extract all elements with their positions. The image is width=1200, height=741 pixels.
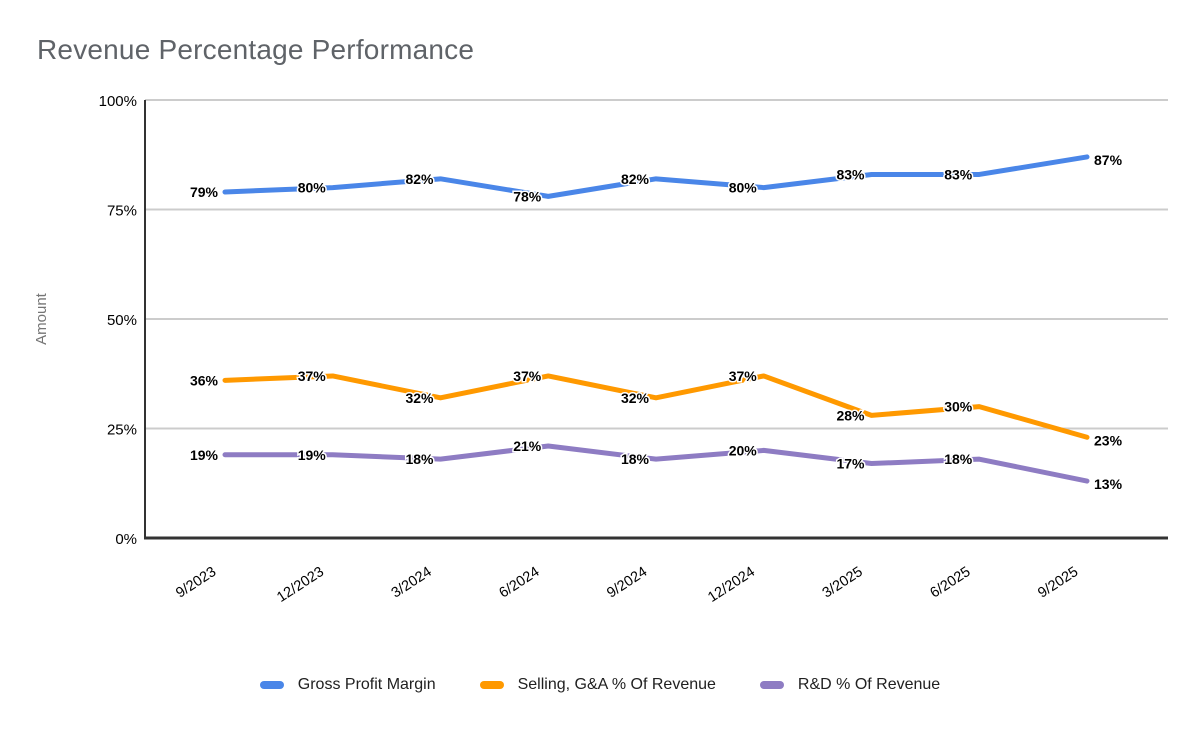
line-chart-plot: 0% 25% 50% 75% 100% Amount 9/2023 12/2023 3/2024… [33,93,1168,606]
x-tick-label: 6/2025 [928,564,974,602]
data-label: 83% [944,166,973,182]
data-label: 30% [944,399,973,415]
data-label: 19% [298,447,327,463]
x-tick-label: 9/2025 [1035,564,1081,602]
y-axis-title: Amount [33,292,50,345]
data-label: 17% [836,456,865,472]
legend-label: Selling, G&A % Of Revenue [517,676,716,693]
data-label: 82% [621,171,650,187]
legend-swatch [759,681,784,689]
data-label: 19% [190,447,219,463]
data-label: 79% [190,184,219,200]
data-label: 78% [513,188,542,204]
data-label: 87% [1094,152,1123,168]
data-label: 83% [836,166,865,182]
data-label: 20% [729,442,758,458]
data-label: 32% [621,390,650,406]
data-label: 18% [621,451,650,467]
data-label: 23% [1094,432,1123,448]
data-label: 18% [405,451,434,467]
legend-swatch [479,681,504,689]
series-line [222,154,1090,199]
data-label: 28% [836,407,865,423]
data-label: 80% [298,180,327,196]
chart-title: Revenue Percentage Performance [37,34,475,65]
data-label: 32% [405,390,434,406]
x-tick-label: 12/2023 [274,564,327,606]
y-tick-label: 75% [107,203,137,220]
x-tick-label: 9/2023 [173,564,219,602]
data-label: 21% [513,438,542,454]
legend-label: R&D % Of Revenue [797,676,941,693]
data-label: 37% [513,368,542,384]
legend-item: Gross Profit Margin [259,676,436,694]
x-tick-label: 3/2025 [820,564,866,602]
y-tick-label: 50% [107,312,137,329]
data-label: 37% [729,368,758,384]
legend-swatch [259,681,284,689]
y-tick-label: 0% [115,531,137,548]
x-tick-label: 12/2024 [705,564,758,606]
y-tick-label: 25% [107,422,137,439]
legend-label: Gross Profit Margin [297,676,436,693]
data-label: 36% [190,372,219,388]
x-tick-label: 9/2024 [604,564,650,602]
series-line [222,373,1090,440]
series-line [222,443,1090,484]
data-label: 18% [944,451,973,467]
data-label: 13% [1094,476,1123,492]
data-label: 37% [298,368,327,384]
x-tick-label: 6/2024 [497,564,543,602]
data-label: 80% [729,180,758,196]
x-tick-label: 3/2024 [389,564,435,602]
chart-legend: Gross Profit Margin Selling, G&A % Of Rev… [0,676,1200,694]
legend-item: R&D % Of Revenue [759,676,941,694]
legend-item: Selling, G&A % Of Revenue [479,676,716,694]
data-label: 82% [405,171,434,187]
y-tick-label: 100% [99,93,137,110]
